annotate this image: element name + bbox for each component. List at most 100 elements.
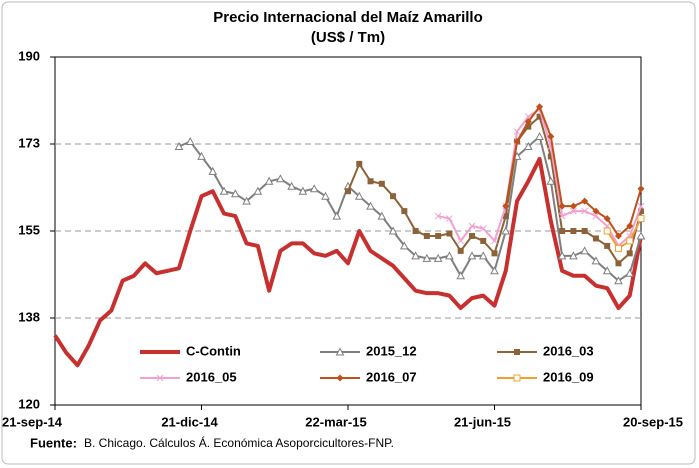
marker	[276, 174, 285, 183]
source-label: Fuente:	[30, 435, 77, 450]
marker	[581, 228, 588, 234]
marker	[388, 226, 398, 235]
marker	[377, 211, 387, 220]
marker	[354, 191, 364, 200]
marker	[625, 268, 635, 277]
y-tick-label: 138	[18, 309, 40, 324]
marker	[602, 266, 612, 275]
marker	[287, 181, 296, 190]
marker	[570, 207, 577, 215]
marker	[401, 208, 408, 215]
marker	[400, 241, 409, 250]
marker	[230, 189, 240, 198]
x-tick-label: 21-dic-14	[161, 414, 218, 429]
marker	[502, 202, 510, 210]
marker	[356, 160, 363, 167]
source-note: B. Chicago. Cálculos Á. Económica Asopor…	[84, 435, 394, 450]
marker	[525, 123, 532, 130]
marker	[411, 251, 420, 260]
marker	[603, 227, 611, 235]
marker	[423, 232, 430, 239]
marker	[581, 197, 589, 205]
legend-label: 2016_03	[543, 343, 594, 358]
chart-subtitle: (US$ / Tm)	[311, 29, 385, 46]
chart-title: Precio Internacional del Maíz Amarillo	[213, 9, 483, 26]
marker	[345, 188, 351, 195]
marker	[547, 153, 554, 160]
legend-label: 2016_07	[366, 369, 417, 384]
marker	[580, 246, 589, 255]
marker	[502, 213, 509, 220]
marker	[636, 231, 646, 240]
legend-label: 2016_05	[186, 369, 237, 384]
marker	[435, 232, 442, 239]
marker	[592, 212, 600, 220]
marker	[208, 166, 218, 175]
marker	[535, 131, 544, 141]
marker	[332, 211, 342, 220]
marker	[491, 250, 498, 257]
marker	[614, 232, 622, 240]
marker	[626, 222, 634, 230]
marker	[557, 251, 567, 260]
y-tick-label: 190	[18, 48, 40, 63]
marker	[591, 256, 601, 265]
marker	[253, 186, 263, 195]
marker	[174, 141, 184, 150]
marker	[626, 250, 633, 257]
marker	[559, 228, 566, 234]
marker	[501, 226, 511, 235]
marker	[637, 202, 645, 210]
x-tick-label: 20-sep-15	[623, 414, 683, 429]
marker	[468, 232, 475, 239]
marker	[242, 196, 251, 205]
marker	[456, 271, 466, 280]
marker	[479, 225, 487, 232]
marker	[457, 237, 465, 245]
marker	[219, 186, 229, 195]
marker	[570, 228, 577, 234]
y-tick-label: 120	[18, 396, 40, 411]
marker	[513, 128, 521, 135]
legend-label: 2015_12	[366, 343, 417, 358]
marker	[298, 186, 308, 195]
y-tick-label: 173	[18, 135, 40, 150]
marker	[558, 202, 566, 210]
marker	[524, 118, 532, 126]
legend-label: 2016_09	[543, 369, 594, 384]
legend-marker	[335, 347, 345, 356]
marker	[378, 180, 385, 187]
marker	[626, 237, 634, 245]
marker	[412, 228, 419, 234]
marker	[536, 103, 544, 111]
legend-marker	[336, 374, 344, 382]
marker	[434, 212, 442, 220]
x-tick-label: 21-jun-15	[454, 414, 511, 429]
series-line	[53, 156, 643, 368]
marker	[445, 251, 454, 260]
marker	[637, 185, 645, 193]
marker	[367, 178, 374, 185]
marker	[480, 237, 487, 244]
marker	[309, 184, 319, 193]
marker	[433, 253, 443, 262]
y-tick-label: 155	[18, 222, 40, 237]
marker	[513, 138, 521, 146]
marker	[569, 202, 577, 210]
marker	[321, 191, 330, 200]
marker	[592, 207, 600, 215]
marker	[581, 207, 589, 215]
legend-label: C-Contin	[186, 343, 241, 358]
marker	[478, 251, 488, 260]
marker	[547, 133, 555, 141]
marker	[546, 176, 556, 185]
marker	[446, 230, 453, 237]
series-line	[606, 218, 642, 250]
marker	[366, 201, 375, 210]
marker	[592, 235, 599, 242]
marker	[467, 251, 477, 260]
marker	[604, 242, 611, 249]
